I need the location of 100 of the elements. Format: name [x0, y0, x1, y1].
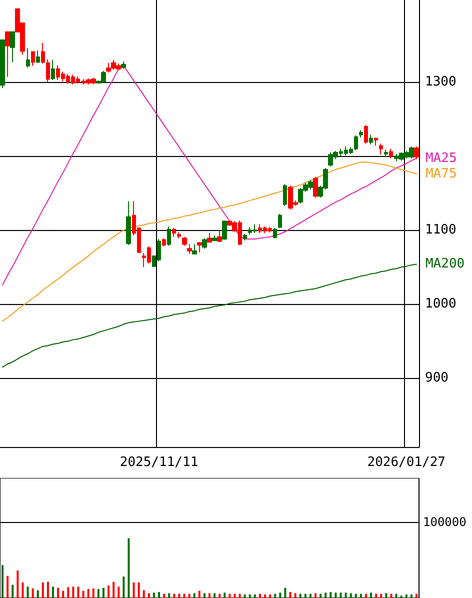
candlestick [31, 51, 35, 66]
bar [173, 594, 176, 598]
bar [168, 593, 170, 598]
bar [6, 576, 9, 598]
candlestick [374, 137, 378, 146]
bar [224, 592, 226, 598]
bar [198, 590, 200, 598]
bar [264, 594, 266, 598]
bar [375, 594, 378, 598]
x-tick-label: 2026/01/27 [367, 455, 446, 470]
candlestick [384, 148, 388, 158]
bar [36, 590, 39, 598]
bar [208, 593, 210, 598]
bar [108, 585, 110, 598]
bar [248, 594, 251, 598]
bar [390, 594, 392, 598]
bar [178, 594, 180, 598]
bar [228, 594, 231, 598]
bar [16, 570, 19, 598]
bar [385, 593, 388, 598]
series-label: MA200 [425, 256, 465, 272]
bar [244, 594, 246, 598]
x-tick-label: 2025/11/11 [120, 455, 198, 470]
bar [274, 594, 276, 598]
bar [405, 594, 408, 598]
bar [2, 565, 4, 598]
bar [57, 588, 60, 598]
candlestick [222, 220, 227, 240]
bar [294, 593, 296, 598]
line-series [2, 65, 417, 286]
bar [203, 593, 206, 598]
candlestick [197, 242, 202, 253]
text: 100000 [423, 515, 466, 530]
candlestick [207, 232, 212, 244]
bar [97, 589, 100, 598]
bar [77, 586, 80, 598]
bar [142, 590, 145, 598]
bar [279, 592, 282, 598]
bar [102, 588, 104, 598]
candlestick [36, 50, 40, 64]
bar [234, 594, 236, 598]
bar [87, 589, 90, 598]
candlestick [192, 244, 197, 256]
bar [258, 594, 261, 598]
bar [238, 594, 241, 598]
candlestick [121, 60, 126, 70]
bar [360, 594, 362, 598]
candlestick [167, 226, 171, 246]
candlestick [10, 31, 15, 63]
bar [188, 594, 190, 598]
candlestick [369, 134, 373, 145]
y-tick-label: 900 [425, 370, 448, 386]
bar [82, 590, 84, 598]
candlestick [162, 238, 166, 247]
bar [158, 592, 160, 598]
bar [122, 576, 125, 598]
bar [354, 594, 357, 598]
candlestick [243, 233, 247, 242]
candlestick [182, 236, 187, 246]
bar [92, 588, 94, 598]
candlestick [41, 42, 45, 64]
bar [304, 594, 306, 598]
bar [284, 588, 286, 598]
bar [299, 594, 302, 598]
candlestick [126, 200, 131, 246]
bar [148, 593, 150, 598]
bar [309, 594, 312, 598]
candlestick [187, 244, 192, 254]
series-label: MA25 [425, 150, 457, 166]
bar [364, 594, 367, 598]
candlestick [379, 143, 383, 156]
bar [314, 593, 317, 598]
bar [42, 582, 44, 598]
bar [22, 582, 24, 598]
bar [415, 594, 418, 598]
bar [193, 593, 196, 598]
bar [254, 594, 256, 598]
y-tick-label: 1100 [425, 222, 456, 238]
bar [26, 586, 29, 598]
bar [12, 584, 14, 598]
candlestick [414, 146, 419, 160]
candlestick [26, 48, 30, 68]
bar [67, 587, 70, 598]
bar [395, 594, 398, 598]
bar [380, 594, 382, 598]
bar [324, 592, 327, 598]
candlestick [273, 227, 277, 239]
candlestick [278, 213, 282, 228]
line-series [2, 264, 417, 368]
bar [410, 594, 412, 598]
candlestick [389, 148, 393, 159]
y-tick-label: 1000 [425, 296, 456, 312]
bar [320, 594, 322, 598]
bar [330, 592, 332, 598]
candlestick [212, 234, 217, 242]
candlestick [0, 39, 5, 89]
bar [350, 593, 352, 598]
candlestick [217, 230, 222, 242]
bar [132, 582, 135, 598]
candlestick [172, 227, 176, 238]
